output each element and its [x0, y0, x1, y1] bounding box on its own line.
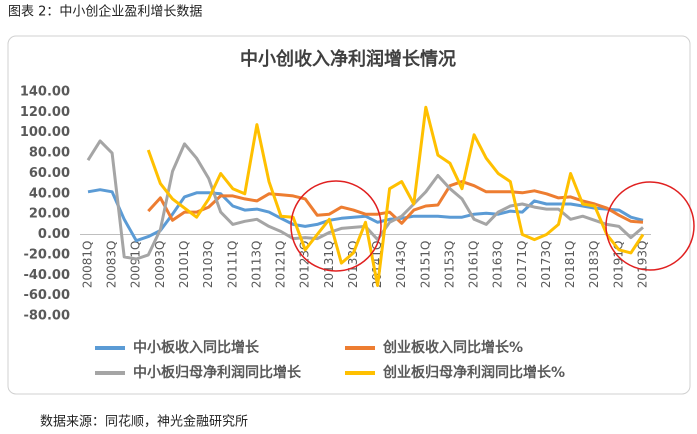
y-tick-label: 100.00	[20, 125, 70, 140]
legend-label: 中小板收入同比增长	[133, 339, 260, 356]
x-tick-label: 20133Q	[346, 241, 360, 289]
x-tick-label: 20143Q	[394, 241, 408, 289]
chart-title: 中小创收入净利润增长情况	[240, 48, 456, 70]
y-tick-label: 120.00	[20, 105, 70, 120]
y-tick-label: 0.00	[38, 227, 70, 242]
x-tick-label: 20153Q	[442, 241, 456, 289]
y-tick-label: 40.00	[29, 186, 70, 201]
y-tick-label: -80.00	[23, 309, 70, 324]
x-tick-label: 20091Q	[129, 241, 143, 289]
x-tick-label: 20121Q	[274, 241, 288, 289]
y-tick-label: -20.00	[23, 247, 70, 262]
y-tick-label: -40.00	[23, 268, 70, 283]
series-line	[146, 105, 645, 287]
x-tick-label: 20111Q	[225, 241, 239, 289]
x-tick-label: 20171Q	[515, 241, 529, 289]
y-tick-label: -60.00	[23, 288, 70, 303]
x-tick-label: 20161Q	[467, 241, 481, 289]
x-tick-label: 20181Q	[563, 241, 577, 289]
x-tick-label: 20081Q	[81, 241, 95, 289]
x-tick-label: 20113Q	[249, 241, 263, 289]
y-tick-label: 140.00	[20, 85, 70, 100]
chart-frame	[7, 35, 691, 395]
series-line	[87, 188, 644, 243]
x-tick-label: 20131Q	[322, 241, 336, 289]
legend-label: 创业板收入同比增长%	[382, 339, 523, 356]
x-tick-label: 20101Q	[177, 241, 191, 289]
legend-label: 中小板归母净利润同比增长	[133, 364, 302, 381]
x-tick-label: 20193Q	[636, 241, 650, 289]
x-tick-label: 20183Q	[587, 241, 601, 289]
x-tick-label: 20163Q	[491, 241, 505, 289]
y-tick-label: 60.00	[29, 166, 70, 181]
y-tick-label: 20.00	[29, 207, 70, 222]
highlight-circle	[290, 180, 382, 272]
x-tick-label: 20083Q	[105, 241, 119, 289]
caption: 图表 2：中小创企业盈利增长数据	[8, 4, 202, 20]
y-tick-label: 80.00	[29, 146, 70, 161]
x-tick-label: 20103Q	[201, 241, 215, 289]
x-tick-label: 20173Q	[539, 241, 553, 289]
x-tick-label: 20093Q	[153, 241, 167, 289]
x-tick-label: 20151Q	[418, 241, 432, 289]
source: 数据来源：同花顺，神光金融研究所	[40, 414, 248, 430]
highlight-circle	[605, 181, 695, 271]
x-tick-label: 20123Q	[298, 241, 312, 289]
legend-label: 创业板归母净利润同比增长%	[382, 364, 565, 381]
